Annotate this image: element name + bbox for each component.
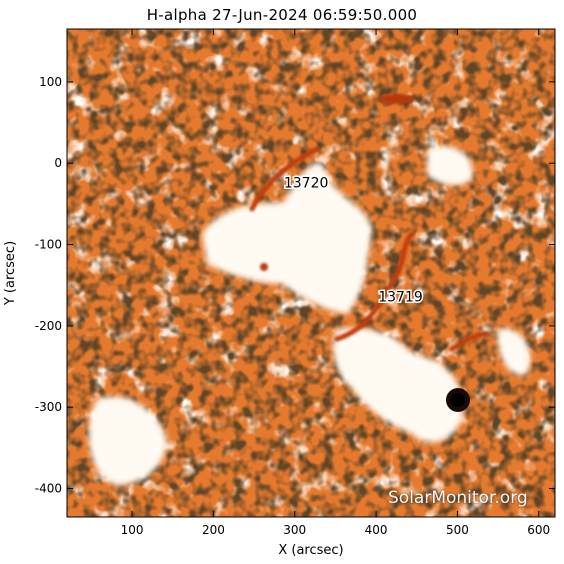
plot-frame <box>66 28 556 518</box>
solar-disk-texture <box>67 29 555 517</box>
filaments <box>249 146 490 352</box>
y-axis-label: Y (arcsec) <box>3 241 18 306</box>
y-axis-ticks: 100 0 -100 -200 -300 -400 <box>35 75 555 496</box>
active-region-label: 13720 <box>284 176 329 192</box>
y-tick-label: -100 <box>35 238 62 252</box>
y-tick-label: -400 <box>35 482 62 496</box>
dark-features <box>260 94 415 271</box>
x-tick-label: 200 <box>202 523 225 537</box>
x-tick-label: 600 <box>527 523 550 537</box>
active-region-label: 13719 <box>378 289 423 305</box>
x-tick-label: 100 <box>121 523 144 537</box>
x-tick-label: 500 <box>446 523 469 537</box>
x-tick-label: 300 <box>283 523 306 537</box>
h-alpha-image <box>67 29 555 517</box>
x-tick-label: 400 <box>365 523 388 537</box>
y-tick-label: -200 <box>35 319 62 333</box>
region-labels: 13720 13719 <box>282 174 424 307</box>
x-axis-label: X (arcsec) <box>278 543 343 558</box>
plage-regions <box>88 145 531 485</box>
y-tick-label: -300 <box>35 400 62 414</box>
watermark: SolarMonitor.org <box>388 488 528 508</box>
y-tick-label: 100 <box>39 75 62 89</box>
y-tick-label: 0 <box>54 156 62 170</box>
image-title: H-alpha 27-Jun-2024 06:59:50.000 <box>146 6 418 24</box>
x-axis-ticks: 100 200 300 400 500 600 <box>121 29 550 537</box>
